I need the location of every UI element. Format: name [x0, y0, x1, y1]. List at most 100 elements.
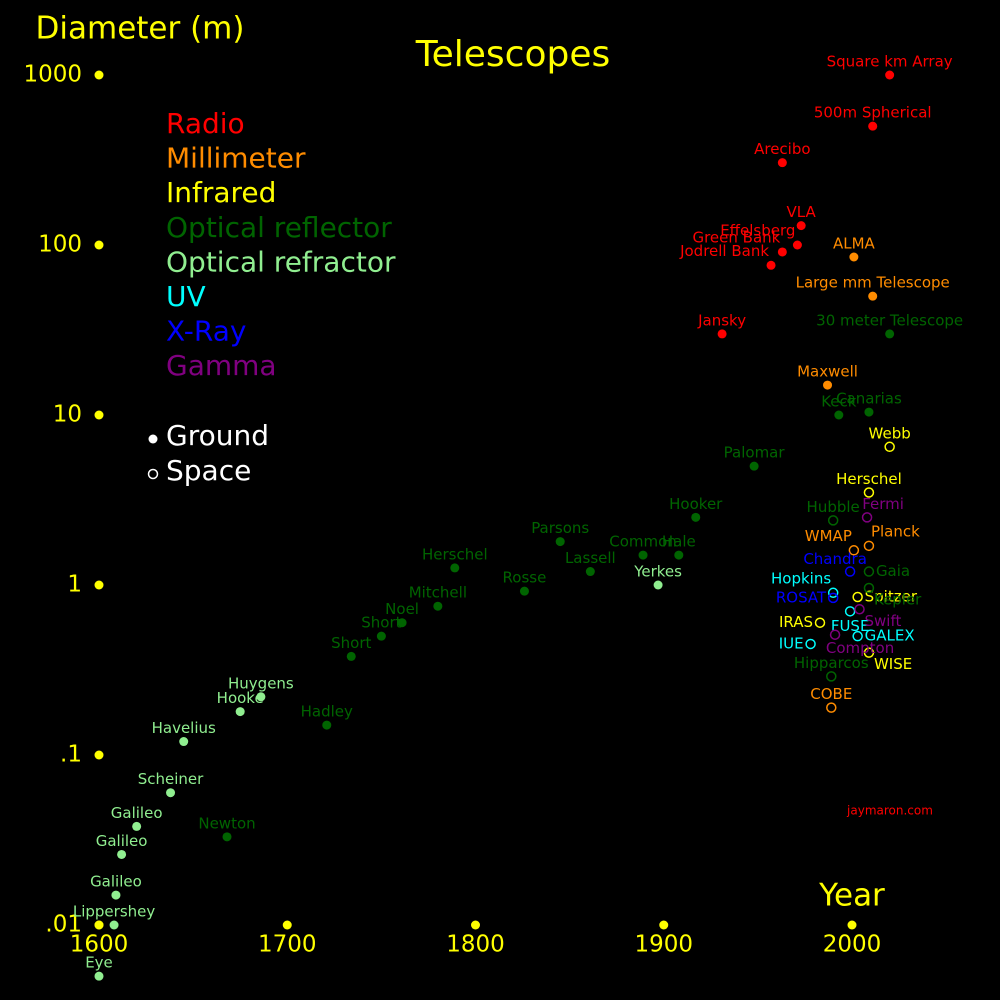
y-tick-mark: [94, 70, 104, 80]
point: [827, 587, 839, 599]
point: [346, 651, 356, 661]
point: [717, 329, 727, 339]
point: [433, 601, 443, 611]
point-label: Parsons: [531, 519, 589, 537]
point: [885, 329, 895, 339]
point-label: COBE: [810, 685, 852, 703]
x-tick-label: 1600: [70, 932, 129, 958]
legend-entry: Optical refractor: [166, 245, 396, 278]
y-tick-label: 1000: [23, 62, 82, 88]
point-label: Fermi: [862, 495, 904, 513]
point-label: Lassell: [565, 549, 616, 567]
point: [854, 604, 865, 615]
point-label: GALEX: [865, 627, 915, 645]
point-label: Square km Array: [827, 53, 953, 71]
point-label: Galileo: [90, 873, 142, 891]
x-tick-mark: [659, 920, 669, 930]
point-label: Jansky: [697, 311, 746, 329]
point: [852, 630, 863, 642]
y-tick-label: 1: [67, 572, 82, 598]
point-label: Noel: [385, 600, 419, 618]
point-label: Hooke: [217, 689, 264, 707]
y-axis-label: Diameter (m): [36, 11, 245, 47]
point: [863, 647, 875, 658]
point: [792, 240, 802, 250]
point-label: Keck: [821, 393, 857, 411]
point-label: Compton: [826, 639, 894, 657]
y-tick-label: 10: [53, 402, 82, 428]
point: [796, 221, 806, 231]
point: [766, 260, 776, 270]
point: [863, 566, 875, 577]
x-tick-mark: [282, 920, 292, 930]
point: [826, 702, 837, 713]
point: [653, 580, 663, 590]
point-label: Webb: [869, 424, 911, 442]
x-tick-label: 1800: [446, 932, 505, 958]
point: [519, 586, 529, 596]
y-tick-mark: [94, 240, 104, 250]
point: [814, 617, 826, 628]
point-label: ROSAT: [776, 588, 827, 606]
point: [884, 441, 895, 453]
y-tick-mark: [94, 580, 104, 590]
point-label: ALMA: [833, 234, 876, 252]
point-label: Palomar: [724, 444, 786, 462]
point: [805, 638, 816, 650]
point-label: Newton: [198, 814, 255, 832]
legend-marker-label: Space: [166, 454, 251, 487]
point-label: Effelsberg: [720, 222, 795, 240]
x-tick-mark: [94, 920, 104, 930]
point: [109, 920, 119, 930]
point: [844, 606, 856, 617]
point: [864, 407, 874, 417]
point: [256, 692, 266, 702]
x-tick-mark: [847, 920, 857, 930]
legend-marker: [148, 434, 158, 444]
point: [94, 971, 104, 981]
point: [132, 821, 142, 831]
legend-entry: X-Ray: [166, 315, 246, 348]
point-label: Hopkins: [771, 569, 831, 587]
point: [827, 592, 839, 604]
point-label: Eye: [85, 954, 113, 972]
point-label: Hubble: [807, 498, 860, 516]
legend-entry: Infrared: [166, 176, 276, 209]
legend-entry: UV: [166, 280, 206, 313]
point-label: Jodrell Bank: [679, 242, 769, 260]
legend-entry: Optical reflector: [166, 211, 392, 244]
point-label: Huygens: [228, 674, 294, 692]
point: [166, 788, 176, 798]
point: [235, 707, 245, 717]
point: [674, 550, 684, 560]
point: [823, 380, 833, 390]
point-label: Arecibo: [754, 140, 810, 158]
point-label: Maxwell: [797, 363, 858, 381]
point-label: Chandra: [803, 550, 867, 568]
point: [222, 832, 232, 842]
point-label: Galileo: [96, 832, 148, 850]
point-label: Short: [361, 614, 401, 632]
point-label: Scheiner: [138, 770, 204, 788]
chart-title: Telescopes: [415, 34, 611, 75]
point: [397, 618, 407, 628]
point: [848, 545, 860, 556]
x-tick-label: 2000: [823, 932, 882, 958]
point-label: Hale: [662, 533, 696, 551]
point: [852, 591, 863, 603]
legend-marker: [147, 468, 159, 480]
point-label: Common: [609, 533, 677, 551]
point: [555, 537, 565, 547]
point: [179, 737, 189, 747]
y-tick-mark: [94, 410, 104, 420]
point: [376, 631, 386, 641]
point-label: Herschel: [836, 470, 902, 488]
point: [450, 563, 460, 573]
point-label: Yerkes: [633, 563, 682, 581]
point-label: Havelius: [152, 719, 216, 737]
point-label: Spitzer: [865, 587, 918, 605]
point-label: Hadley: [301, 703, 353, 721]
point-label: Planck: [871, 522, 920, 540]
